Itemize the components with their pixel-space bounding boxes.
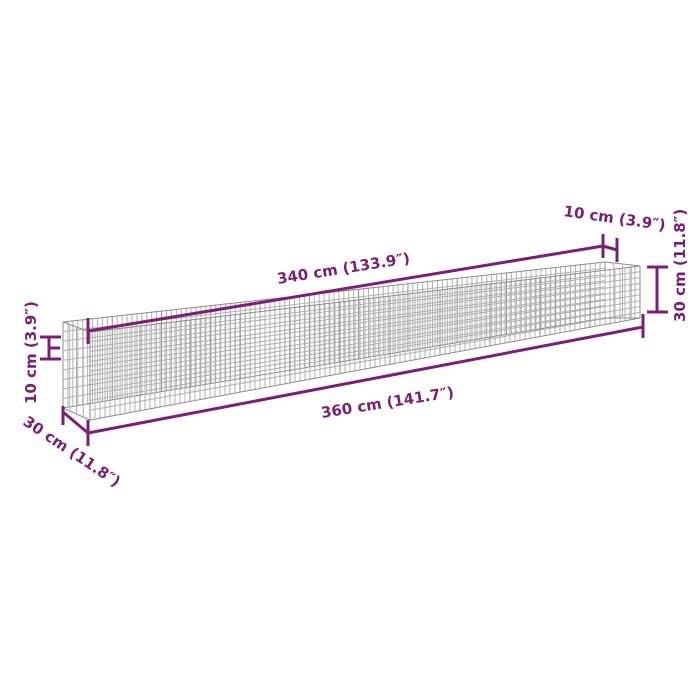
mesh-wire [89,311,641,411]
mesh-wire [89,282,641,362]
dimension-wall-left: 10 cm (3.9″) [22,301,61,404]
wall-right-label: 10 cm (3.9″) [562,202,666,234]
dimension-line [62,410,89,435]
outer-length-label: 360 cm (141.7″) [320,383,455,422]
dimension-depth: 30 cm (11.8″) [20,406,124,491]
mesh-wire [89,300,641,392]
dimension-line [87,244,604,333]
dimension-wall-right: 10 cm (3.9″) [562,202,667,262]
depth-label: 30 cm (11.8″) [20,412,124,490]
mesh-wire [89,271,641,343]
dimension-line [87,325,644,435]
height-label: 30 cm (11.8″) [671,209,689,322]
mesh-wire [89,317,641,421]
gabion-planter-illustration [62,261,641,421]
mesh-wire [89,305,641,401]
mesh-wire [89,288,641,372]
dimension-height-right: 30 cm (11.8″) [647,209,689,322]
mesh-wire [89,265,641,333]
mesh-wire [89,277,641,353]
mesh-wire [62,261,606,323]
wall-left-label: 10 cm (3.9″) [22,301,40,404]
dimension-line [602,244,618,252]
mesh-wire [89,294,641,382]
